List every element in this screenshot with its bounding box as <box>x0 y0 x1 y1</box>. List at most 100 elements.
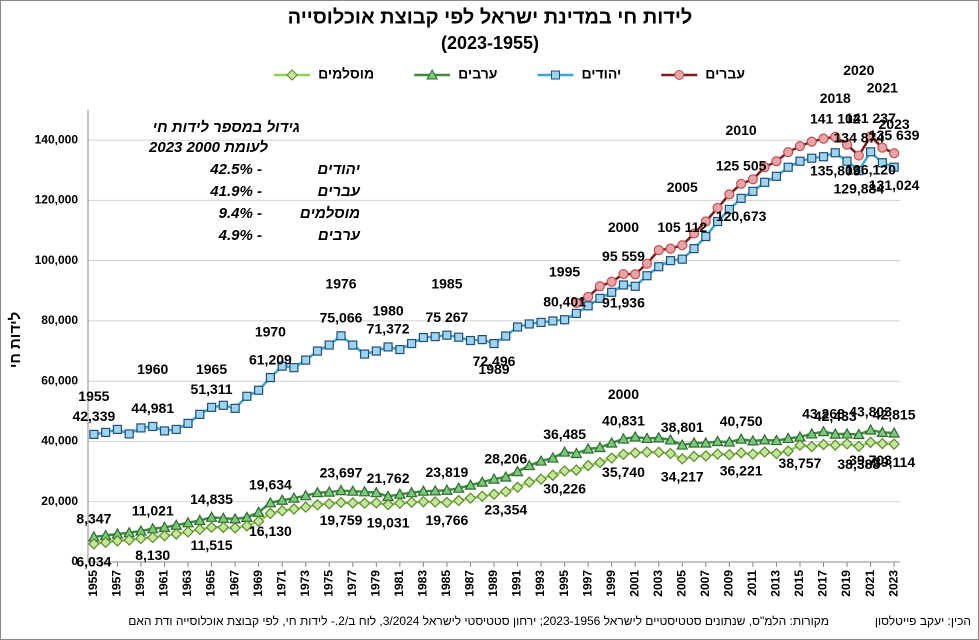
marker <box>170 528 183 540</box>
marker <box>476 490 489 503</box>
data-label: 16,130 <box>249 523 292 539</box>
data-label: 43,268 <box>802 405 845 421</box>
chart-title: לידות חי במדינת ישראל לפי קבוצת אוכלוסיי… <box>288 6 693 28</box>
marker <box>312 346 323 356</box>
marker <box>464 478 477 490</box>
marker <box>642 271 652 281</box>
marker <box>571 308 581 318</box>
annotation: 1985 <box>431 275 462 291</box>
marker <box>358 497 371 510</box>
marker <box>653 245 664 256</box>
marker <box>771 156 782 167</box>
x-tick-label: 2009 <box>722 570 736 597</box>
marker <box>595 293 605 303</box>
data-label: 91,936 <box>602 295 645 311</box>
legend-marker <box>550 70 560 80</box>
data-label: 44,981 <box>131 400 174 416</box>
marker <box>241 519 253 532</box>
growth-group: מוסלמים <box>300 205 360 222</box>
y-tick-label: 0 <box>71 554 78 568</box>
x-tick-label: 1979 <box>368 570 382 597</box>
marker <box>146 531 159 544</box>
marker <box>383 342 393 352</box>
marker <box>688 436 701 448</box>
annotation: 2021 <box>867 80 898 96</box>
marker <box>323 485 336 497</box>
marker <box>558 445 571 457</box>
data-label: 36,221 <box>720 463 763 479</box>
marker <box>218 400 228 410</box>
marker <box>511 481 524 494</box>
marker <box>195 409 205 419</box>
marker <box>523 459 536 471</box>
marker <box>747 174 758 185</box>
annotation: 2023 <box>879 116 910 132</box>
marker <box>736 193 746 203</box>
marker <box>477 335 487 345</box>
marker <box>746 434 759 446</box>
data-label: 34,217 <box>661 469 704 485</box>
marker <box>865 147 876 157</box>
marker <box>335 496 347 509</box>
marker <box>617 432 630 444</box>
marker <box>348 340 358 350</box>
marker <box>842 156 852 166</box>
marker <box>876 437 889 450</box>
marker <box>654 262 664 272</box>
x-tick-label: 1975 <box>321 570 335 597</box>
marker <box>371 346 381 356</box>
marker <box>582 442 595 454</box>
y-tick-label: 20,000 <box>41 494 78 508</box>
source: מקורות: הלמ"ס, שנתונים סטטיסטיים לישראל … <box>128 614 829 628</box>
marker <box>546 469 559 482</box>
marker <box>265 372 276 383</box>
marker <box>407 338 417 349</box>
data-label: 131,024 <box>869 177 920 193</box>
marker <box>370 486 383 498</box>
marker <box>629 430 642 442</box>
marker <box>324 340 334 350</box>
x-tick-label: 1961 <box>157 570 171 597</box>
data-label: 35,740 <box>602 464 645 480</box>
marker <box>570 464 583 476</box>
marker <box>454 332 464 342</box>
annotation: 2000 <box>608 386 639 402</box>
marker <box>617 448 630 461</box>
data-label: 120,673 <box>716 208 767 224</box>
marker <box>323 497 336 510</box>
x-tick-label: 1999 <box>604 570 618 597</box>
marker <box>688 228 700 239</box>
data-label: 72,496 <box>473 353 516 369</box>
x-tick-label: 2021 <box>863 570 877 597</box>
data-label: 141 102 <box>810 111 861 127</box>
marker <box>370 497 383 509</box>
x-tick-label: 1993 <box>533 570 547 597</box>
marker <box>301 355 311 365</box>
marker <box>641 446 653 458</box>
marker <box>311 486 324 498</box>
marker <box>701 231 711 242</box>
marker <box>252 515 265 528</box>
data-label: 19,031 <box>367 514 410 530</box>
marker <box>712 202 723 214</box>
data-label: 28,206 <box>484 451 527 467</box>
x-tick-label: 2001 <box>627 570 641 597</box>
x-tick-label: 1955 <box>86 570 100 597</box>
data-label: 136,120 <box>845 162 896 178</box>
marker <box>452 481 465 493</box>
x-tick-label: 1969 <box>251 570 265 597</box>
y-tick-label: 40,000 <box>41 434 78 448</box>
data-label: 8,130 <box>135 547 170 563</box>
marker <box>430 332 440 342</box>
marker <box>429 484 442 496</box>
chart-subtitle: (2023-1955) <box>441 33 539 53</box>
marker <box>783 147 794 158</box>
marker <box>594 456 606 469</box>
x-tick-label: 1981 <box>392 570 406 597</box>
marker <box>865 131 876 142</box>
data-label: 8,347 <box>76 511 111 527</box>
data-label: 43,803 <box>849 404 892 420</box>
annotation: 1995 <box>549 263 580 279</box>
marker <box>676 453 689 465</box>
marker <box>229 522 241 534</box>
